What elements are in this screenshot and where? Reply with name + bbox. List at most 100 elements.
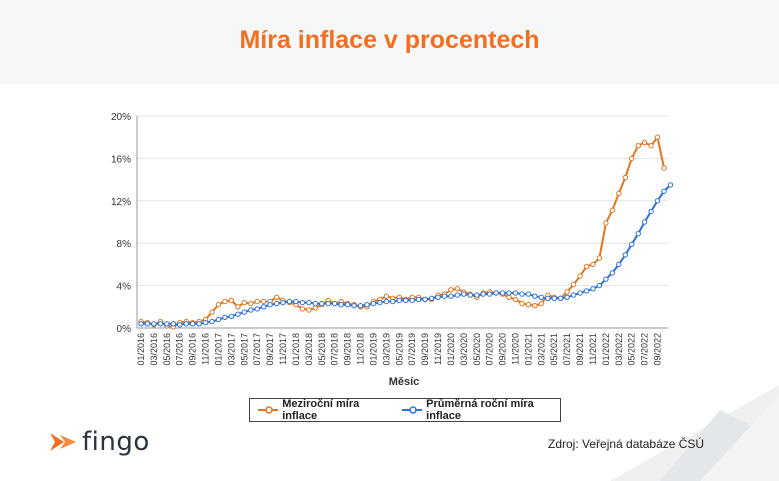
data-point[interactable]	[383, 298, 390, 305]
data-point[interactable]	[616, 190, 622, 197]
data-point[interactable]	[190, 321, 196, 327]
data-point[interactable]	[551, 295, 557, 301]
data-point[interactable]	[635, 143, 641, 149]
data-point[interactable]	[338, 302, 344, 308]
data-point[interactable]	[583, 263, 590, 270]
data-point[interactable]	[248, 300, 254, 307]
data-point[interactable]	[603, 220, 609, 226]
data-point[interactable]	[170, 321, 177, 327]
data-point[interactable]	[654, 134, 661, 140]
data-point[interactable]	[357, 303, 364, 309]
data-point[interactable]	[235, 311, 241, 317]
data-point[interactable]	[312, 300, 318, 307]
data-point[interactable]	[254, 306, 260, 312]
data-point[interactable]	[228, 297, 235, 304]
data-point[interactable]	[241, 299, 248, 306]
data-point[interactable]	[306, 307, 312, 313]
data-point[interactable]	[454, 286, 461, 292]
data-point[interactable]	[506, 294, 512, 300]
data-point[interactable]	[590, 261, 596, 268]
data-point[interactable]	[248, 307, 254, 313]
data-point[interactable]	[648, 143, 654, 149]
data-point[interactable]	[422, 296, 428, 303]
data-point[interactable]	[403, 297, 409, 304]
data-point[interactable]	[654, 198, 661, 204]
data-point[interactable]	[622, 252, 628, 258]
data-point[interactable]	[622, 174, 628, 181]
data-point[interactable]	[525, 291, 532, 297]
data-point[interactable]	[635, 231, 641, 237]
data-point[interactable]	[570, 281, 577, 288]
data-point[interactable]	[319, 300, 325, 307]
data-point[interactable]	[222, 298, 228, 305]
data-point[interactable]	[609, 270, 615, 276]
data-point[interactable]	[241, 309, 248, 315]
data-point[interactable]	[396, 297, 402, 304]
data-point[interactable]	[512, 296, 519, 303]
data-point[interactable]	[506, 290, 512, 296]
data-point[interactable]	[596, 255, 603, 261]
data-point[interactable]	[383, 293, 390, 299]
data-point[interactable]	[306, 299, 312, 306]
data-point[interactable]	[215, 302, 222, 308]
data-point[interactable]	[487, 291, 493, 297]
data-point[interactable]	[564, 294, 570, 300]
data-point[interactable]	[538, 294, 544, 300]
data-point[interactable]	[596, 282, 603, 289]
data-point[interactable]	[215, 316, 222, 323]
data-point[interactable]	[183, 321, 189, 327]
data-point[interactable]	[299, 306, 306, 312]
data-point[interactable]	[222, 314, 228, 321]
data-point[interactable]	[196, 321, 202, 327]
data-point[interactable]	[209, 309, 215, 315]
data-point[interactable]	[454, 292, 461, 298]
data-point[interactable]	[641, 219, 648, 225]
data-point[interactable]	[448, 293, 454, 299]
data-point[interactable]	[629, 241, 635, 248]
data-point[interactable]	[629, 155, 635, 162]
data-point[interactable]	[138, 321, 144, 327]
data-point[interactable]	[480, 291, 486, 297]
data-point[interactable]	[525, 302, 532, 308]
data-point[interactable]	[202, 320, 209, 326]
data-point[interactable]	[261, 298, 267, 305]
data-point[interactable]	[228, 313, 235, 319]
data-point[interactable]	[409, 297, 415, 304]
data-point[interactable]	[583, 288, 590, 294]
data-point[interactable]	[564, 289, 570, 295]
data-point[interactable]	[661, 165, 667, 171]
data-point[interactable]	[209, 318, 215, 325]
data-point[interactable]	[590, 286, 596, 292]
data-point[interactable]	[177, 322, 183, 328]
legend-item-series-1[interactable]: Meziroční míra inflace	[258, 398, 388, 422]
data-point[interactable]	[293, 298, 299, 305]
data-point[interactable]	[603, 276, 609, 282]
data-point[interactable]	[144, 321, 151, 327]
data-point[interactable]	[344, 302, 351, 308]
data-point[interactable]	[648, 208, 654, 215]
data-point[interactable]	[499, 290, 506, 296]
data-point[interactable]	[370, 300, 377, 307]
data-point[interactable]	[254, 298, 260, 305]
data-point[interactable]	[661, 188, 667, 195]
data-point[interactable]	[558, 295, 564, 301]
data-point[interactable]	[428, 295, 435, 301]
data-point[interactable]	[157, 321, 164, 327]
data-point[interactable]	[641, 139, 648, 146]
data-point[interactable]	[538, 300, 544, 307]
data-point[interactable]	[364, 302, 370, 308]
data-point[interactable]	[474, 292, 480, 298]
data-point[interactable]	[519, 300, 525, 307]
data-point[interactable]	[273, 300, 280, 307]
data-point[interactable]	[164, 321, 170, 327]
data-point[interactable]	[267, 302, 273, 308]
data-point[interactable]	[299, 299, 306, 306]
data-point[interactable]	[332, 300, 338, 307]
data-point[interactable]	[532, 303, 538, 309]
data-point[interactable]	[280, 299, 286, 306]
data-point[interactable]	[415, 296, 422, 303]
data-point[interactable]	[461, 291, 467, 297]
data-point[interactable]	[390, 298, 396, 305]
legend-item-series-2[interactable]: Průměrná roční míra inflace	[401, 398, 560, 422]
data-point[interactable]	[512, 290, 519, 296]
